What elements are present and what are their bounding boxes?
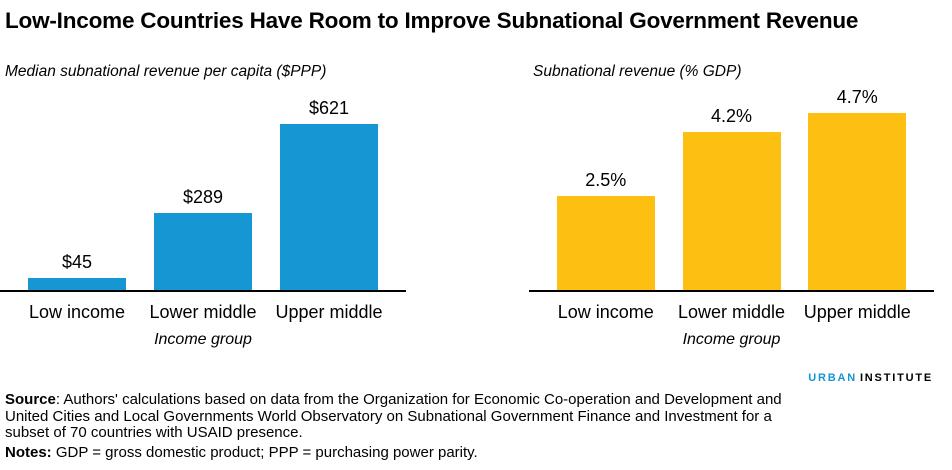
bar [154,213,252,290]
x-tick-label: Lower middle [677,302,786,322]
bar-group: $45 [28,251,126,290]
bar-group: 4.7% [808,86,907,290]
bar-value-label: 4.2% [710,106,753,126]
x-tick-label: Low income [28,302,126,322]
bar [28,278,126,290]
notes-text: GDP = gross domestic product; PPP = purc… [51,444,478,461]
x-tick-label: Upper middle [803,302,911,322]
bar-value-label: 2.5% [585,170,627,190]
bar [556,196,655,290]
bar [682,132,781,290]
source-note: Source: Authors' calculations based on d… [5,391,805,442]
bar-group: 4.2% [682,105,781,290]
chart-median-revenue-per-capita: Median subnational revenue per capita ($… [0,62,476,350]
bar-group: $621 [280,97,378,290]
x-axis-title: Income group [154,331,252,348]
x-axis-tick-labels: Low income Lower middle Upper middle [0,292,406,323]
bar [808,113,907,290]
plot-area: $45 $289 $621 [0,90,406,292]
source-label: Source [5,391,56,408]
bar-value-label: $621 [308,98,350,118]
urban-institute-logo: URBAN INSTITUTE [808,372,933,384]
logo-urban-text: URBAN [808,372,857,384]
notes-label: Notes: [5,444,52,461]
x-axis-tick-labels: Low income Lower middle Upper middle [529,292,934,323]
bar-value-label: 4.7% [836,87,878,107]
notes-note: Notes: GDP = gross domestic product; PPP… [5,444,805,462]
page-title: Low-Income Countries Have Room to Improv… [5,8,859,33]
bar-value-label: $289 [182,187,224,207]
plot-area: 2.5% 4.2% 4.7% [529,87,934,292]
chart-subtitle: Subnational revenue (% GDP) [533,63,742,80]
logo-institute-text: INSTITUTE [859,372,933,384]
bar [280,124,378,290]
x-tick-label: Lower middle [149,302,257,322]
chart-subtitle: Median subnational revenue per capita ($… [5,63,327,80]
x-tick-label: Upper middle [275,302,383,322]
bar-value-label: $45 [61,252,93,272]
x-axis-title: Income group [682,331,781,348]
chart-revenue-percent-gdp: Subnational revenue (% GDP) 2.5% 4.2% 4.7%… [476,62,952,350]
x-tick-label: Low income [557,302,654,322]
source-text: : Authors' calculations based on data fr… [5,391,782,441]
bar-group: $289 [154,186,252,290]
bar-group: 2.5% [556,169,655,290]
charts-row: Median subnational revenue per capita ($… [0,62,952,350]
